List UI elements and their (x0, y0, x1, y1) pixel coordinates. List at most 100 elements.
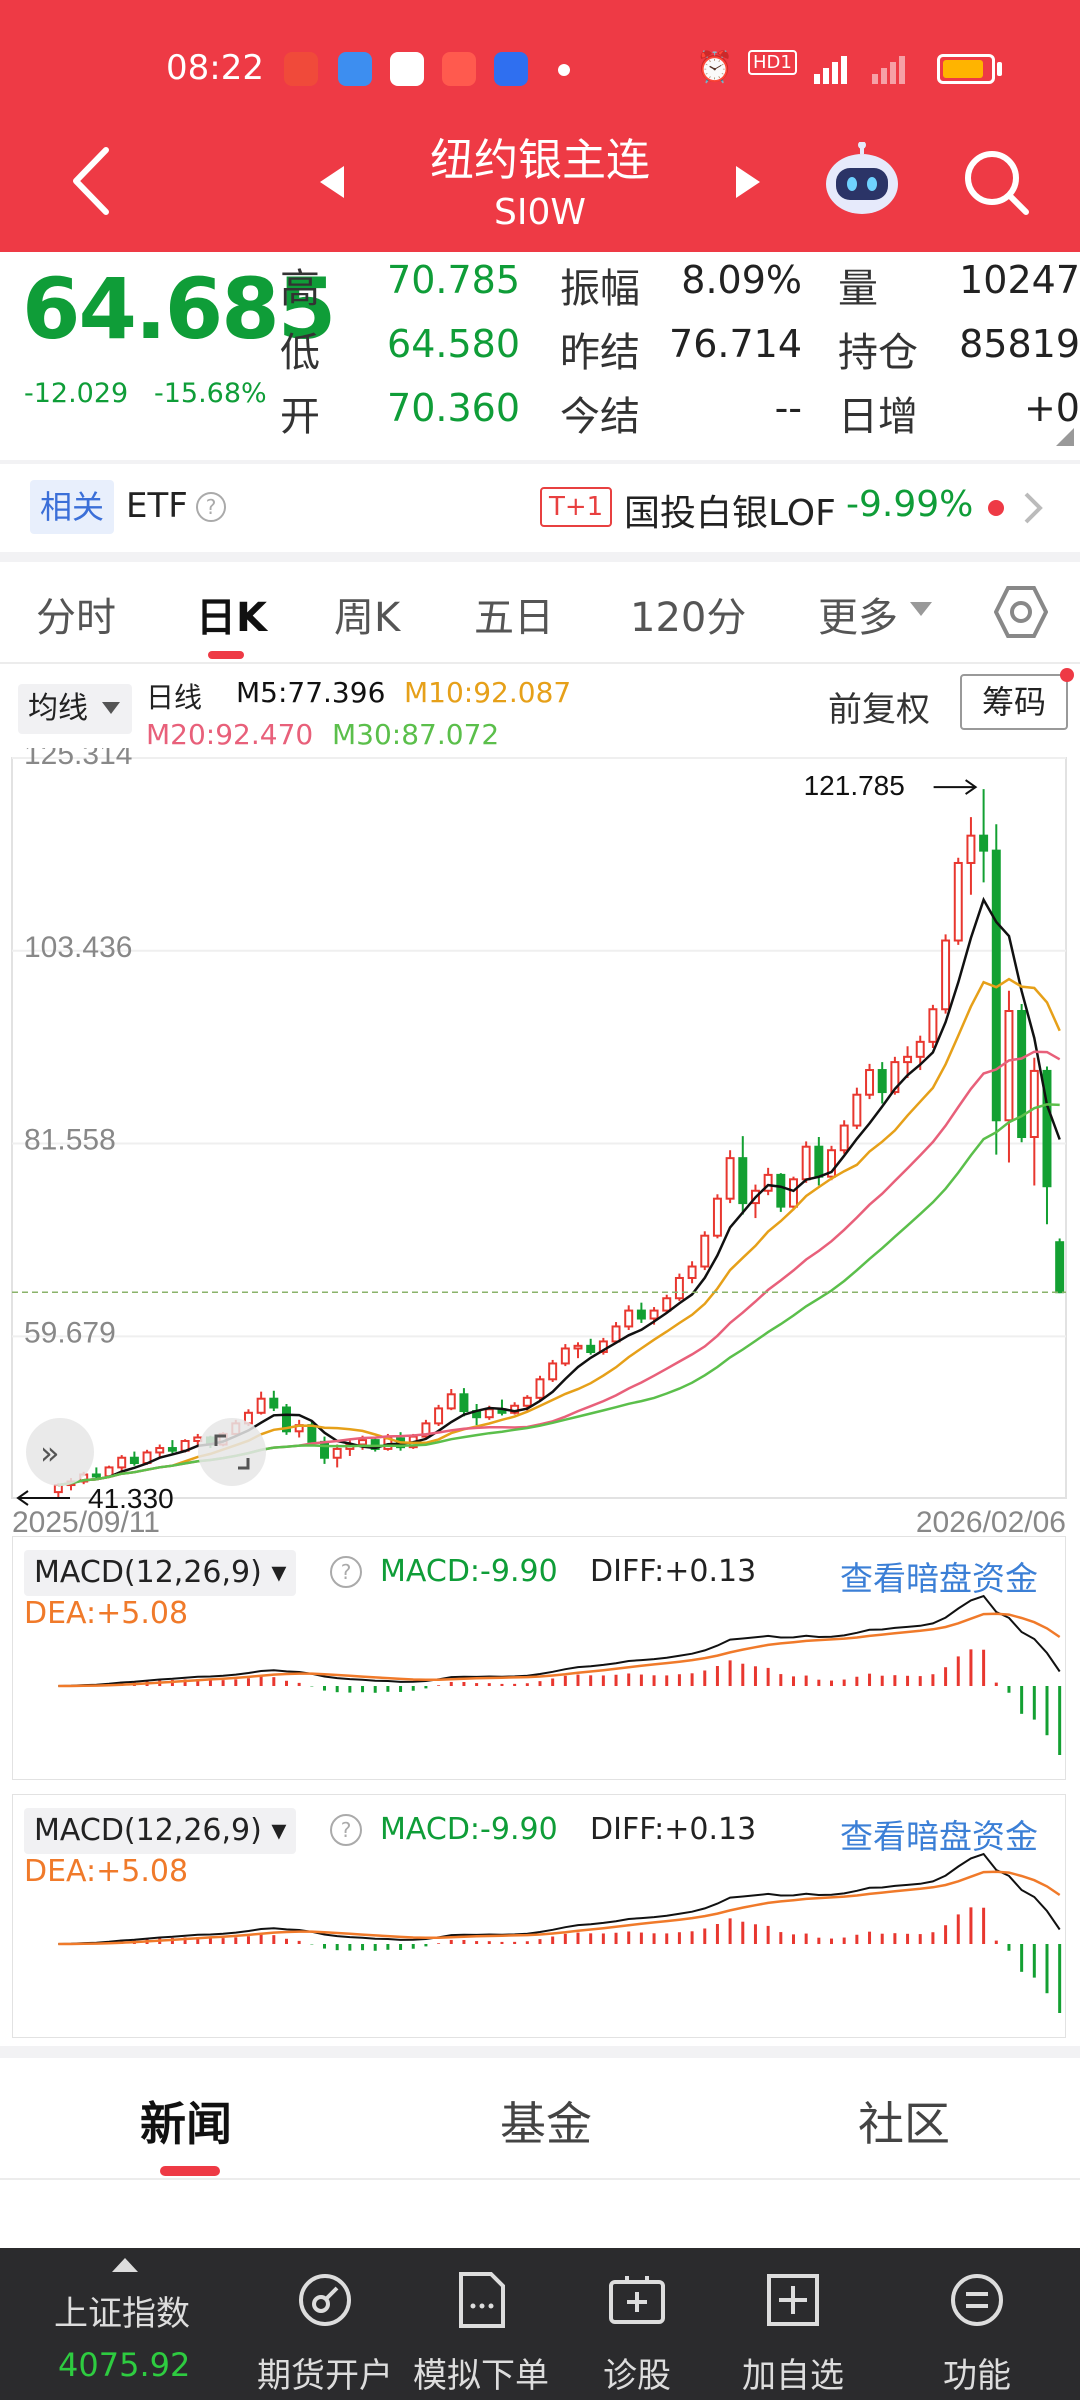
adjust-mode-button[interactable]: 前复权 (828, 690, 930, 730)
chips-button[interactable]: 筹码 (960, 674, 1068, 730)
simulated-order-button[interactable]: 模拟下单 (406, 2248, 556, 2400)
document-icon (459, 2272, 505, 2328)
add-watchlist-button[interactable]: 加自选 (718, 2248, 868, 2400)
related-fund-name[interactable]: 国投白银LOF (624, 493, 836, 534)
candle-body (903, 1055, 913, 1064)
candle-body (1004, 1010, 1014, 1122)
candle-body (928, 1008, 938, 1043)
candle-body (484, 1408, 494, 1419)
open-interest-value: 85819 (959, 322, 1080, 366)
candle-body (421, 1422, 431, 1438)
futures-account-button[interactable]: 期货开户 (250, 2248, 400, 2400)
ma-select-button[interactable]: 均线 (18, 684, 132, 734)
macd-label: MACD(12,26,9) (34, 1813, 262, 1848)
price-change: -12.029 (24, 378, 129, 409)
dark-pool-link[interactable]: 查看暗盘资金 (840, 1559, 1038, 1598)
amplitude-label: 振幅 (560, 266, 640, 312)
candle-body (573, 1344, 583, 1350)
open-value: 70.360 (387, 386, 520, 430)
active-tab-indicator (160, 2166, 220, 2176)
help-icon[interactable]: ? (330, 1556, 362, 1588)
expand-corner-icon[interactable] (1056, 428, 1074, 446)
etf-link[interactable]: ETF (126, 486, 188, 526)
candle-body (966, 834, 976, 864)
candle-body (814, 1145, 824, 1178)
candle-body (548, 1362, 558, 1381)
divider (0, 662, 1080, 664)
high-label: 高 (280, 266, 320, 312)
candle-body (522, 1396, 532, 1407)
stock-diagnosis-button[interactable]: 诊股 (562, 2248, 712, 2400)
tab-weekly-k[interactable]: 周K (334, 595, 401, 641)
candle-body (662, 1297, 672, 1312)
chevron-right-icon[interactable] (1022, 490, 1044, 526)
related-tag: 相关 (30, 480, 115, 534)
diff-line (58, 1852, 1061, 1945)
diagnosis-icon (609, 2276, 665, 2324)
candle-body (979, 834, 989, 852)
y-tick-label: 125.314 (24, 748, 132, 771)
candle-body (307, 1424, 317, 1443)
hd-badge: HD1 (748, 50, 797, 75)
macd-select-button[interactable]: MACD(12,26,9) ▾ (24, 1808, 297, 1854)
redpacket-app-icon (442, 52, 476, 86)
tab-funds[interactable]: 基金 (500, 2097, 592, 2151)
candle-body (725, 1157, 735, 1200)
tab-news[interactable]: 新闻 (140, 2097, 232, 2151)
expand-up-icon[interactable] (112, 2256, 138, 2272)
candle-body (1017, 1010, 1027, 1139)
macd-value: MACD:-9.90 (380, 1812, 558, 1847)
add-watchlist-label: 加自选 (742, 2356, 844, 2396)
battery-icon (937, 54, 995, 84)
ma10-legend: M10:92.087 (404, 676, 572, 709)
candle-body (117, 1456, 127, 1469)
back-icon[interactable] (70, 146, 114, 216)
functions-button[interactable]: 功能 (902, 2248, 1052, 2400)
double-chevron-icon: » (40, 1434, 60, 1472)
diff-line (58, 1594, 1061, 1687)
candle-body (877, 1069, 887, 1094)
candle-body (839, 1124, 849, 1152)
bottom-toolbar (0, 2248, 1080, 2400)
volume-value: 10247 (959, 258, 1080, 302)
index-name[interactable]: 上证指数 (54, 2294, 190, 2334)
stock-diagnosis-label: 诊股 (603, 2356, 671, 2396)
open-interest-label: 持仓 (838, 330, 918, 376)
chart-settings-icon[interactable] (994, 584, 1048, 640)
y-tick-label: 103.436 (24, 931, 132, 964)
diff-value: DIFF:+0.13 (590, 1812, 757, 1847)
macd-frame (12, 1794, 1066, 2038)
candle-body (586, 1344, 596, 1353)
help-icon[interactable]: ? (196, 492, 226, 522)
y-tick-label: 81.558 (24, 1124, 116, 1157)
help-icon[interactable]: ? (330, 1814, 362, 1846)
candle-body (129, 1456, 139, 1465)
x-start-date: 2025/09/11 (12, 1506, 160, 1539)
macd-value: MACD:-9.90 (380, 1554, 558, 1589)
macd-select-button[interactable]: MACD(12,26,9) ▾ (24, 1550, 297, 1596)
prev-contract-icon[interactable] (316, 162, 346, 202)
candle-body (674, 1276, 684, 1300)
candlestick-chart[interactable]: 125.314 103.436 81.558 59.679 121.785 41.330 »… (0, 748, 1080, 1548)
ma-button-label: 均线 (28, 691, 88, 726)
tab-120min[interactable]: 120分 (630, 595, 747, 641)
tab-more[interactable]: 更多 (818, 595, 898, 641)
search-icon[interactable] (962, 148, 1032, 218)
dark-pool-link[interactable]: 查看暗盘资金 (840, 1817, 1038, 1856)
tab-daily-k[interactable]: 日K (196, 595, 267, 641)
dea-line (58, 1870, 1061, 1946)
price-change-pct: -15.68% (154, 378, 267, 409)
dea-value: DEA:+5.08 (24, 1854, 189, 1889)
collapse-panel-button (26, 1418, 94, 1486)
tab-intraday[interactable]: 分时 (36, 595, 116, 641)
tab-community[interactable]: 社区 (858, 2097, 950, 2151)
candle-body (434, 1407, 444, 1425)
amplitude-value: 8.09% (681, 258, 802, 302)
robot-assistant-icon[interactable] (822, 142, 902, 218)
candle-body (636, 1309, 646, 1320)
candle-body (801, 1145, 811, 1181)
fullscreen-icon (214, 1434, 226, 1446)
next-contract-icon[interactable] (734, 162, 764, 202)
candle-body (738, 1157, 748, 1205)
tab-five-day[interactable]: 五日 (474, 595, 554, 641)
